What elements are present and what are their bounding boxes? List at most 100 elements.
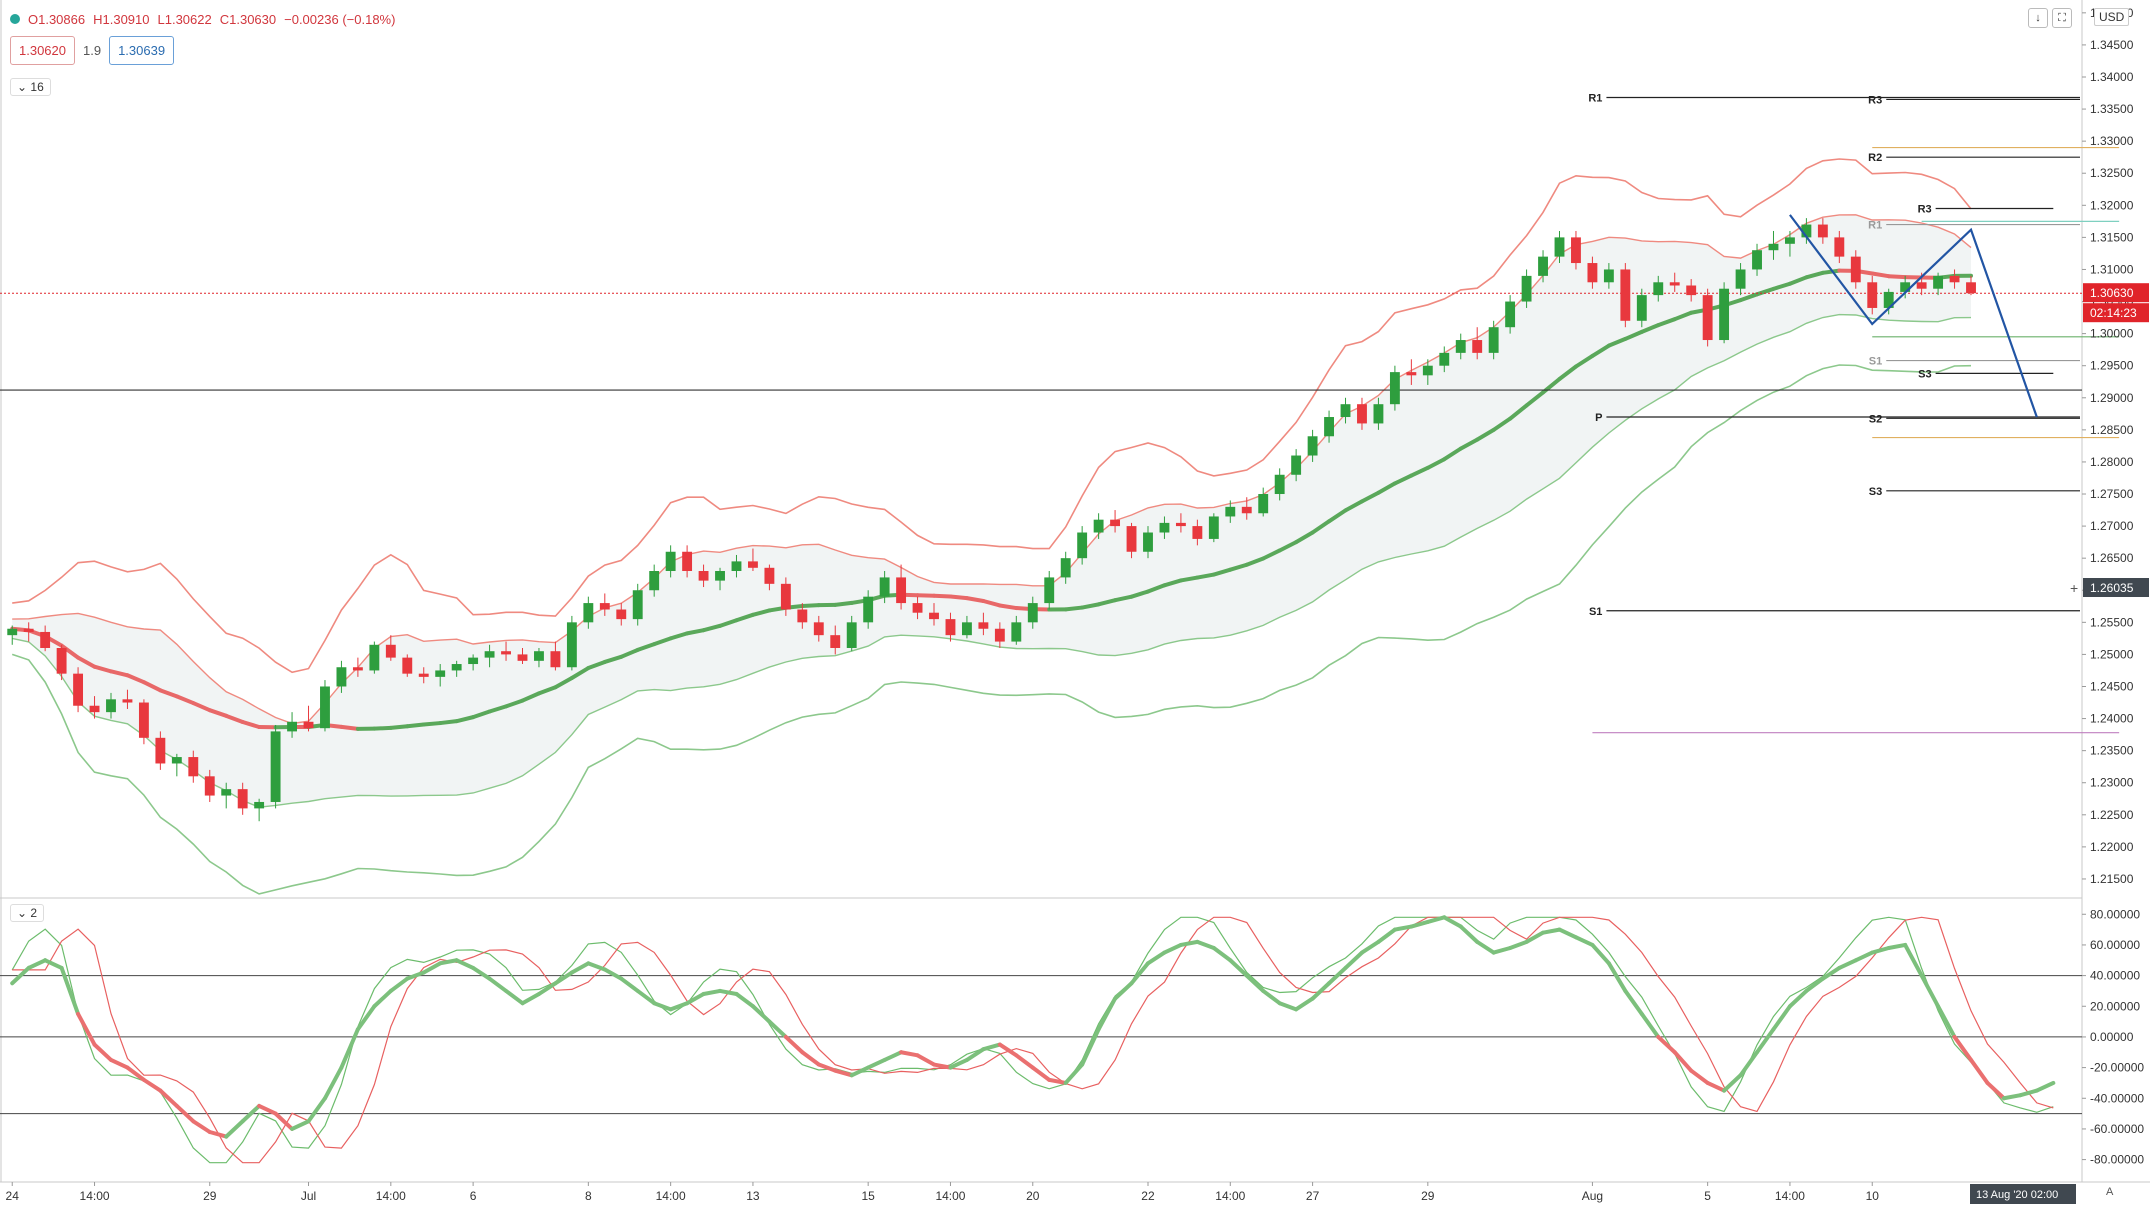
abcd-pattern-line[interactable] <box>1789 214 2038 418</box>
candle[interactable] <box>682 545 693 578</box>
candle[interactable] <box>1620 263 1631 328</box>
candle[interactable] <box>1258 487 1269 517</box>
candle[interactable] <box>830 625 841 655</box>
candle[interactable] <box>122 689 133 709</box>
candle[interactable] <box>1488 320 1499 360</box>
candle[interactable] <box>23 622 34 642</box>
candle[interactable] <box>879 571 890 604</box>
candle[interactable] <box>1472 327 1483 360</box>
candle[interactable] <box>748 548 758 572</box>
candle[interactable] <box>715 567 725 591</box>
candle[interactable] <box>632 583 643 626</box>
candle[interactable] <box>1175 513 1186 533</box>
candle[interactable] <box>501 641 511 661</box>
candle[interactable] <box>369 641 380 674</box>
osc-indicators-toggle[interactable]: ⌄ 2 <box>10 904 45 922</box>
candle[interactable] <box>1455 333 1466 360</box>
candle[interactable] <box>221 782 232 809</box>
candle[interactable] <box>994 622 1005 648</box>
candle[interactable] <box>945 612 956 642</box>
candle[interactable] <box>1027 596 1038 629</box>
candle[interactable] <box>1060 551 1071 584</box>
candle[interactable] <box>780 577 791 616</box>
candle[interactable] <box>961 615 972 639</box>
candle[interactable] <box>56 644 67 681</box>
candle[interactable] <box>1439 346 1450 373</box>
candle[interactable] <box>1636 288 1647 328</box>
candle[interactable] <box>1159 516 1170 539</box>
candle[interactable] <box>188 750 199 783</box>
candle[interactable] <box>1225 500 1236 523</box>
candle[interactable] <box>1307 429 1318 462</box>
candle[interactable] <box>1801 218 1812 244</box>
candle[interactable] <box>138 699 149 745</box>
candle[interactable] <box>1817 218 1828 244</box>
candle[interactable] <box>270 724 281 809</box>
candle[interactable] <box>1077 526 1088 565</box>
candle[interactable] <box>106 692 116 719</box>
candle[interactable] <box>1571 230 1581 270</box>
candle[interactable] <box>1933 272 1944 296</box>
candle[interactable] <box>896 564 907 610</box>
candle[interactable] <box>846 615 857 652</box>
candle[interactable] <box>40 625 51 652</box>
candle[interactable] <box>550 641 561 671</box>
candle[interactable] <box>1719 282 1730 344</box>
auto-scale-button[interactable]: A <box>2106 1186 2114 1198</box>
candles[interactable] <box>7 218 1976 822</box>
candle[interactable] <box>1686 279 1697 302</box>
candle[interactable] <box>171 753 182 777</box>
buy-button[interactable]: 1.30639 <box>109 36 175 65</box>
candle[interactable] <box>665 545 676 578</box>
candle[interactable] <box>912 596 923 620</box>
candle[interactable] <box>1850 250 1861 289</box>
candle[interactable] <box>484 644 495 668</box>
candle[interactable] <box>1785 230 1795 257</box>
candle[interactable] <box>813 615 824 642</box>
candle[interactable] <box>1340 397 1351 424</box>
candle[interactable] <box>468 654 479 671</box>
candle[interactable] <box>1966 275 1976 296</box>
candle[interactable] <box>1735 263 1746 296</box>
candle[interactable] <box>1357 397 1367 430</box>
candle[interactable] <box>1044 571 1055 610</box>
candle[interactable] <box>303 705 314 732</box>
candle[interactable] <box>418 667 429 684</box>
candle[interactable] <box>1883 288 1894 315</box>
candle[interactable] <box>1949 269 1960 289</box>
candle[interactable] <box>731 554 742 578</box>
candle[interactable] <box>566 615 577 671</box>
candle[interactable] <box>1834 230 1845 264</box>
candle[interactable] <box>385 635 396 661</box>
candle[interactable] <box>402 654 413 677</box>
candle[interactable] <box>254 798 265 822</box>
candle[interactable] <box>978 612 989 636</box>
candle[interactable] <box>863 590 874 629</box>
candle[interactable] <box>616 603 627 626</box>
candle[interactable] <box>435 664 446 687</box>
indicators-toggle[interactable]: ⌄ 16 <box>10 78 51 96</box>
candle[interactable] <box>1505 295 1516 334</box>
candle[interactable] <box>1373 397 1384 430</box>
candle[interactable] <box>1324 410 1334 443</box>
candle[interactable] <box>89 696 100 719</box>
candle[interactable] <box>204 769 215 802</box>
candle[interactable] <box>237 782 248 815</box>
candle[interactable] <box>1768 230 1779 260</box>
candle[interactable] <box>451 660 462 677</box>
candle[interactable] <box>352 657 363 677</box>
candle[interactable] <box>287 712 297 738</box>
candle[interactable] <box>1110 510 1121 533</box>
candle[interactable] <box>1192 519 1203 546</box>
candle[interactable] <box>1900 275 1911 299</box>
candle[interactable] <box>797 603 808 629</box>
candle[interactable] <box>1291 449 1302 482</box>
candle[interactable] <box>1274 468 1285 501</box>
candle[interactable] <box>534 647 544 668</box>
candle[interactable] <box>1422 359 1433 385</box>
candle[interactable] <box>1653 275 1664 302</box>
candle[interactable] <box>1011 615 1022 645</box>
candle[interactable] <box>1603 263 1614 289</box>
candle[interactable] <box>1554 230 1565 264</box>
